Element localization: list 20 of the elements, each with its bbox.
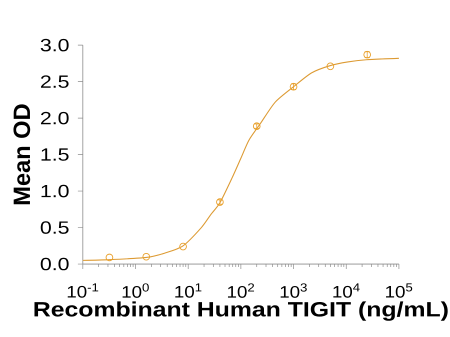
y-tick-label: 2.0: [40, 112, 69, 124]
y-tick-label: 1.5: [42, 148, 69, 161]
y-tick-label: 1.0: [42, 184, 69, 198]
point: [326, 62, 334, 70]
x-tick-label: 10$^{3}$: [280, 283, 307, 298]
y-tick-label: 2.5: [40, 75, 69, 88]
x-tick-label: 10$^{5}$: [386, 283, 412, 298]
x-axis-title: Recombinant Human TIGIT (ng/mL): [34, 302, 448, 321]
point: [106, 254, 114, 262]
x-tick-label: 10$^{0}$: [122, 283, 149, 298]
y-tick-label: 0.5: [40, 221, 69, 234]
point: [142, 253, 150, 261]
x-tick-label: 10$^{1}$: [175, 283, 202, 298]
y-tick-label: 3.0: [40, 38, 69, 52]
x-tick-label: 10$^{4}$: [333, 283, 360, 298]
y-tick-label: 0.0: [40, 258, 69, 270]
x-tick-label: 10$^{-1}$: [68, 283, 98, 298]
y-axis-title: Mean OD: [13, 104, 30, 204]
x-tick-label: 10$^{2}$: [228, 283, 254, 298]
point: [179, 242, 187, 250]
